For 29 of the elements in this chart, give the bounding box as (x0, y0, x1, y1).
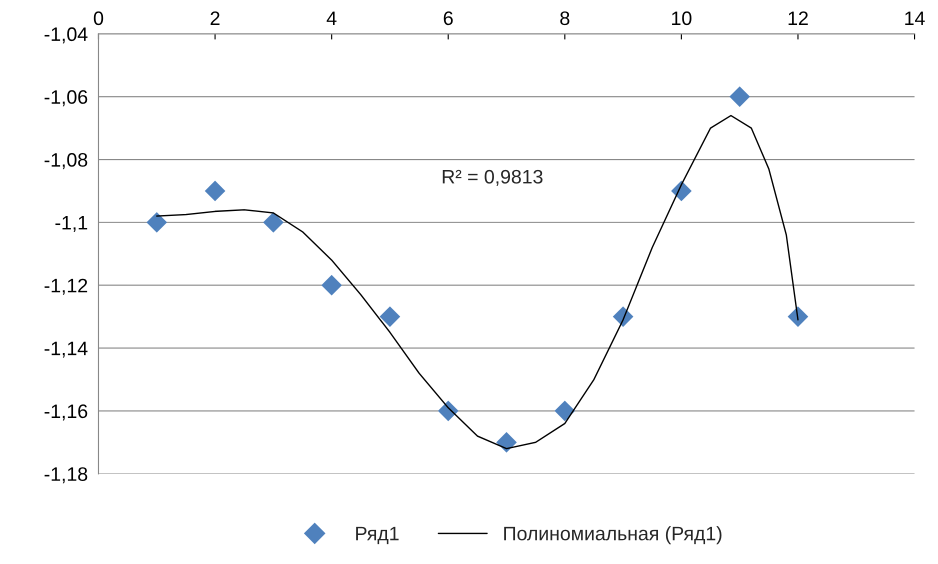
y-tick-label: -1,1 (55, 216, 88, 232)
point (321, 274, 342, 296)
x-tick-label: 14 (905, 12, 925, 25)
point (554, 400, 576, 422)
point (438, 400, 459, 422)
legend-label: Ряд1 (356, 526, 399, 544)
y-tick-label: -1,12 (44, 278, 88, 295)
y-tick-label: -1,08 (44, 153, 88, 170)
x-tick-label: 2 (210, 11, 220, 25)
x-tick-label: 4 (326, 12, 336, 25)
point (729, 86, 750, 107)
point (496, 432, 517, 453)
x-tick-label: 6 (444, 11, 453, 26)
y-tick-label: -1,16 (44, 404, 88, 420)
y-tick-label: -1,06 (44, 90, 88, 106)
y-tick-label: -1,04 (44, 27, 88, 44)
point (788, 306, 808, 327)
legend-label: Полиномиальная (Ряд1) (504, 526, 722, 544)
x-tick-label: 8 (560, 11, 570, 26)
x-tick-label: 12 (788, 11, 808, 25)
annotation: R² = 0,9813 (442, 170, 543, 186)
x-tick-label: 10 (672, 11, 692, 26)
point (263, 212, 284, 233)
x-tick-label: 0 (94, 11, 104, 26)
y-tick-label: -1,18 (44, 467, 88, 484)
point (146, 212, 168, 233)
point (380, 306, 400, 327)
point (204, 180, 226, 202)
y-tick-label: -1,14 (44, 342, 88, 358)
